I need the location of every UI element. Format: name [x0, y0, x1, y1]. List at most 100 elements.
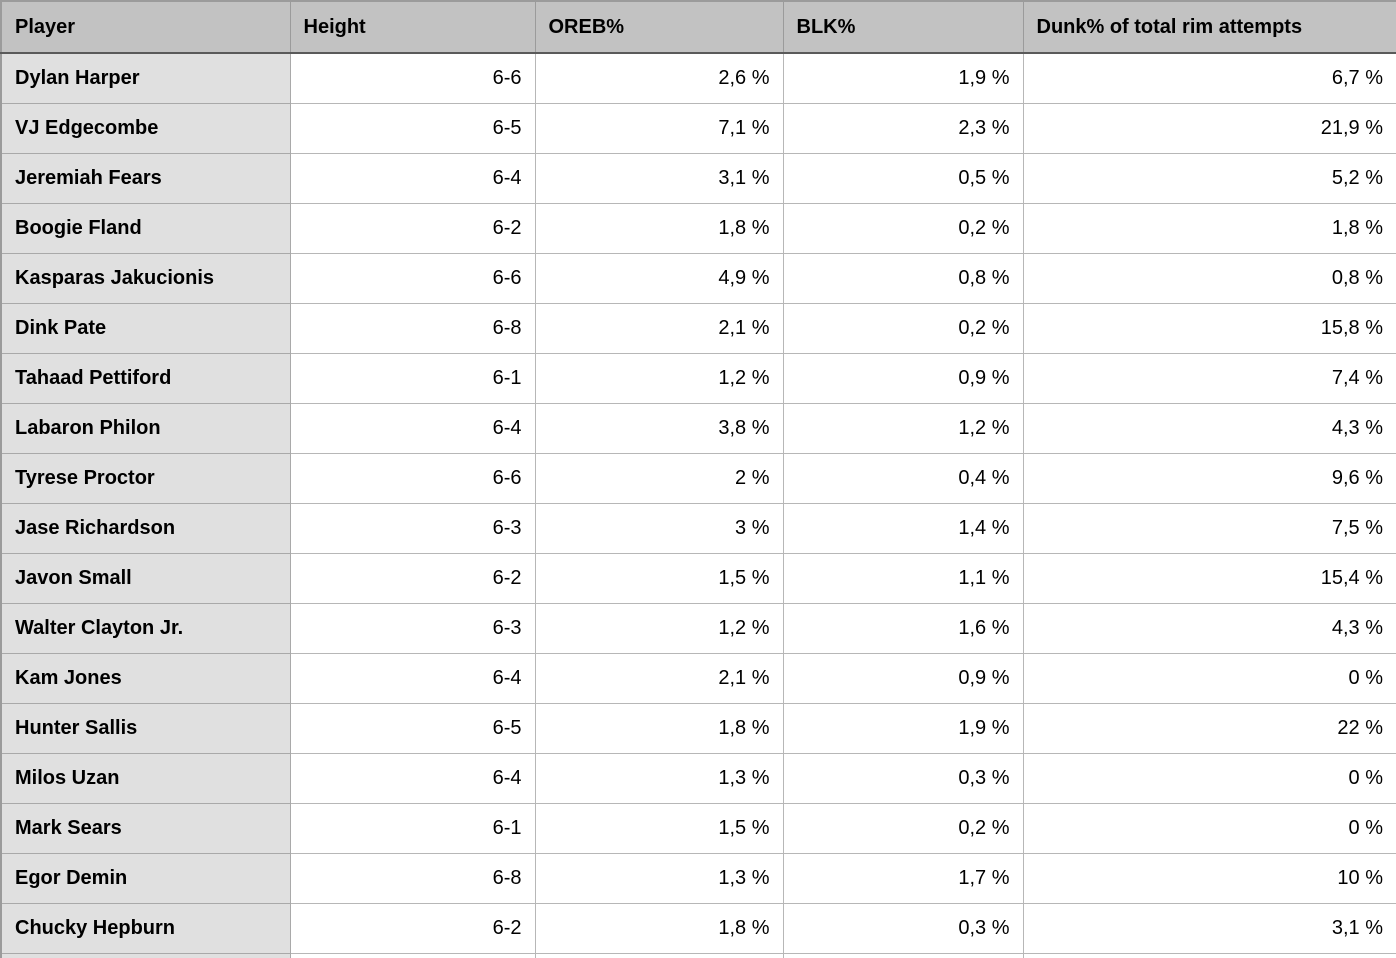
column-header-height: Height	[289, 0, 536, 54]
player-cell: VJ Edgecombe	[0, 102, 291, 154]
table-row: Egor Demin 6-8 1,3 % 1,7 % 10 %	[0, 852, 1396, 904]
height-cell: 6-2	[289, 202, 536, 254]
oreb-cell: 4,9 %	[534, 252, 784, 304]
dunk-cell: 5,2 %	[1022, 152, 1396, 204]
oreb-cell: 3,1 %	[534, 152, 784, 204]
player-cell: Chucky Hepburn	[0, 902, 291, 954]
blk-cell: 0,2 %	[782, 802, 1024, 854]
table-row: Jeremiah Fears 6-4 3,1 % 0,5 % 5,2 %	[0, 152, 1396, 204]
table-row: Javon Small 6-2 1,5 % 1,1 % 15,4 %	[0, 552, 1396, 604]
height-cell: 6-8	[289, 302, 536, 354]
height-cell: 6-4	[289, 402, 536, 454]
oreb-cell: 3 %	[534, 502, 784, 554]
oreb-cell: 7,1 %	[534, 102, 784, 154]
table-row: Mark Sears 6-1 1,5 % 0,2 % 0 %	[0, 802, 1396, 854]
dunk-cell: 4,3 %	[1022, 402, 1396, 454]
player-cell: Mark Sears	[0, 802, 291, 854]
oreb-cell: 1,8 %	[534, 902, 784, 954]
oreb-cell: 1,2 %	[534, 352, 784, 404]
oreb-cell: 1,3 %	[534, 752, 784, 804]
oreb-cell: 1,8 %	[534, 702, 784, 754]
blk-cell-empty	[782, 952, 1024, 958]
table-row: Jase Richardson 6-3 3 % 1,4 % 7,5 %	[0, 502, 1396, 554]
oreb-cell: 1,5 %	[534, 552, 784, 604]
height-cell: 6-6	[289, 252, 536, 304]
blk-cell: 1,7 %	[782, 852, 1024, 904]
player-cell-empty	[0, 952, 291, 958]
table-row: VJ Edgecombe 6-5 7,1 % 2,3 % 21,9 %	[0, 102, 1396, 154]
height-cell: 6-4	[289, 752, 536, 804]
blk-cell: 0,4 %	[782, 452, 1024, 504]
blk-cell: 0,2 %	[782, 202, 1024, 254]
dunk-cell: 21,9 %	[1022, 102, 1396, 154]
table-row: Dylan Harper 6-6 2,6 % 1,9 % 6,7 %	[0, 52, 1396, 104]
table-row: Tahaad Pettiford 6-1 1,2 % 0,9 % 7,4 %	[0, 352, 1396, 404]
dunk-cell: 15,4 %	[1022, 552, 1396, 604]
oreb-cell: 1,3 %	[534, 852, 784, 904]
player-cell: Boogie Fland	[0, 202, 291, 254]
dunk-cell: 22 %	[1022, 702, 1396, 754]
dunk-cell: 3,1 %	[1022, 902, 1396, 954]
blk-cell: 0,9 %	[782, 652, 1024, 704]
player-cell: Milos Uzan	[0, 752, 291, 804]
blk-cell: 1,4 %	[782, 502, 1024, 554]
player-cell: Dink Pate	[0, 302, 291, 354]
player-cell: Javon Small	[0, 552, 291, 604]
oreb-cell: 2 %	[534, 452, 784, 504]
header-row: Player Height OREB% BLK% Dunk% of total …	[0, 0, 1396, 54]
dunk-cell: 4,3 %	[1022, 602, 1396, 654]
dunk-cell: 6,7 %	[1022, 52, 1396, 104]
height-cell: 6-3	[289, 602, 536, 654]
dunk-cell: 1,8 %	[1022, 202, 1396, 254]
height-cell: 6-4	[289, 652, 536, 704]
dunk-cell-empty	[1022, 952, 1396, 958]
table-row: Chucky Hepburn 6-2 1,8 % 0,3 % 3,1 %	[0, 902, 1396, 954]
oreb-cell: 3,8 %	[534, 402, 784, 454]
column-header-blk: BLK%	[782, 0, 1024, 54]
dunk-cell: 10 %	[1022, 852, 1396, 904]
height-cell: 6-5	[289, 702, 536, 754]
oreb-cell: 1,5 %	[534, 802, 784, 854]
player-cell: Tahaad Pettiford	[0, 352, 291, 404]
player-cell: Walter Clayton Jr.	[0, 602, 291, 654]
blk-cell: 2,3 %	[782, 102, 1024, 154]
player-cell: Hunter Sallis	[0, 702, 291, 754]
dunk-cell: 15,8 %	[1022, 302, 1396, 354]
blk-cell: 1,9 %	[782, 52, 1024, 104]
blk-cell: 1,1 %	[782, 552, 1024, 604]
blk-cell: 1,6 %	[782, 602, 1024, 654]
dunk-cell: 7,4 %	[1022, 352, 1396, 404]
column-header-oreb: OREB%	[534, 0, 784, 54]
height-cell-empty	[289, 952, 536, 958]
height-cell: 6-6	[289, 52, 536, 104]
height-cell: 6-1	[289, 352, 536, 404]
dunk-cell: 7,5 %	[1022, 502, 1396, 554]
table-row: Dink Pate 6-8 2,1 % 0,2 % 15,8 %	[0, 302, 1396, 354]
player-cell: Kasparas Jakucionis	[0, 252, 291, 304]
table-row-partial	[0, 952, 1396, 958]
blk-cell: 0,3 %	[782, 752, 1024, 804]
dunk-cell: 0 %	[1022, 802, 1396, 854]
blk-cell: 0,3 %	[782, 902, 1024, 954]
oreb-cell: 2,1 %	[534, 302, 784, 354]
blk-cell: 0,8 %	[782, 252, 1024, 304]
table-row: Milos Uzan 6-4 1,3 % 0,3 % 0 %	[0, 752, 1396, 804]
player-cell: Kam Jones	[0, 652, 291, 704]
height-cell: 6-2	[289, 552, 536, 604]
height-cell: 6-6	[289, 452, 536, 504]
oreb-cell: 2,6 %	[534, 52, 784, 104]
table-row: Walter Clayton Jr. 6-3 1,2 % 1,6 % 4,3 %	[0, 602, 1396, 654]
player-cell: Labaron Philon	[0, 402, 291, 454]
table-row: Hunter Sallis 6-5 1,8 % 1,9 % 22 %	[0, 702, 1396, 754]
oreb-cell: 1,8 %	[534, 202, 784, 254]
table-row: Boogie Fland 6-2 1,8 % 0,2 % 1,8 %	[0, 202, 1396, 254]
blk-cell: 0,2 %	[782, 302, 1024, 354]
table-row: Kam Jones 6-4 2,1 % 0,9 % 0 %	[0, 652, 1396, 704]
height-cell: 6-3	[289, 502, 536, 554]
player-cell: Jase Richardson	[0, 502, 291, 554]
oreb-cell: 1,2 %	[534, 602, 784, 654]
table-body-partial	[0, 952, 1396, 958]
oreb-cell-empty	[534, 952, 784, 958]
column-header-dunk: Dunk% of total rim attempts	[1022, 0, 1396, 54]
